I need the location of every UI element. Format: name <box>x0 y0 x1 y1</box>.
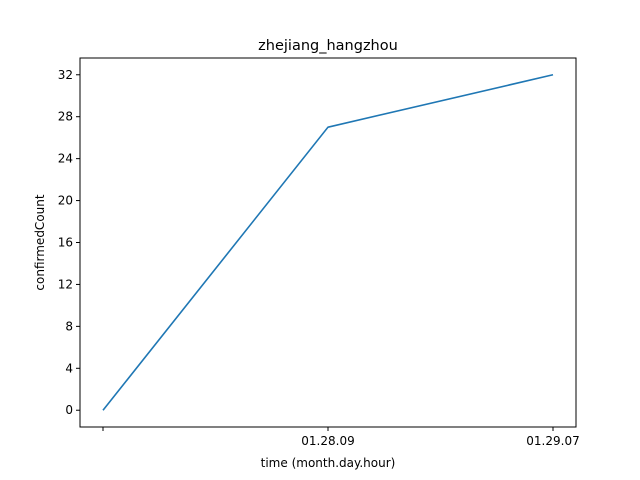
y-axis-label: confirmedCount <box>33 194 47 290</box>
chart-title: zhejiang_hangzhou <box>258 38 398 54</box>
y-tick-label: 4 <box>65 361 73 375</box>
y-tick-label: 16 <box>58 236 73 250</box>
series-line <box>102 73 554 411</box>
y-axis: 0 4 8 12 16 20 24 28 32 <box>58 68 80 417</box>
y-tick-label: 24 <box>58 152 73 166</box>
x-axis: 01.28.09 01.29.07 <box>102 427 580 448</box>
y-tick-label: 8 <box>65 319 73 333</box>
plot-lines <box>102 73 554 411</box>
plot-frame <box>79 57 577 428</box>
y-tick-label: 20 <box>58 194 73 208</box>
x-tick-label: 01.29.07 <box>526 434 579 448</box>
y-tick-label: 0 <box>65 403 73 417</box>
y-tick-label: 32 <box>58 68 73 82</box>
x-axis-label: time (month.day.hour) <box>261 456 396 470</box>
y-tick-label: 28 <box>58 110 73 124</box>
y-tick-label: 12 <box>58 277 73 291</box>
x-tick-label: 01.28.09 <box>301 434 354 448</box>
